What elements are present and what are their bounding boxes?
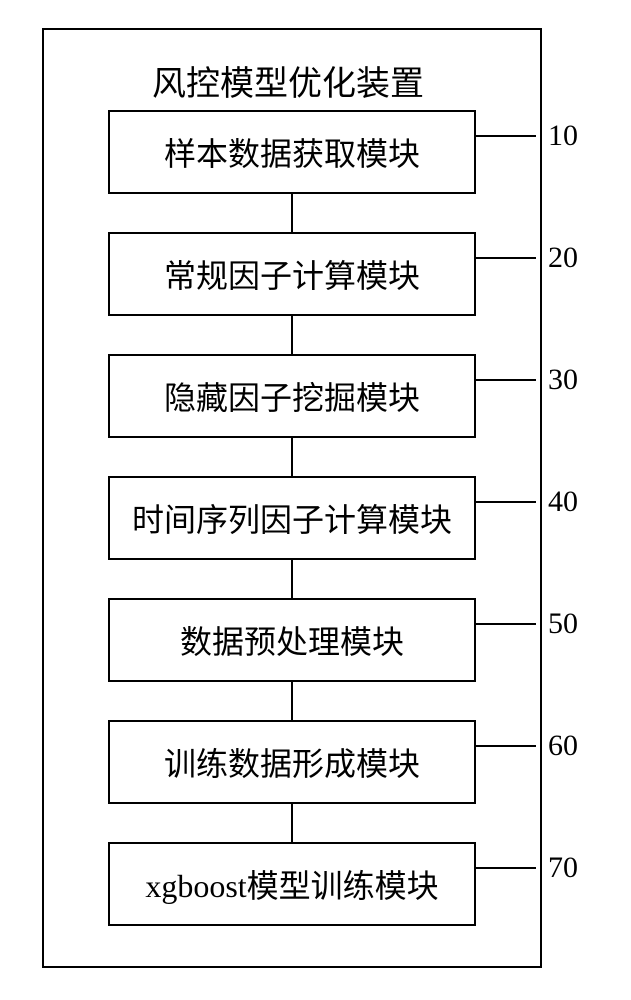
callout-label: 60 xyxy=(548,729,578,763)
module-label: 训练数据形成模块 xyxy=(164,739,420,785)
callout-label: 50 xyxy=(548,607,578,641)
callout-line xyxy=(476,257,536,259)
callout-label: 10 xyxy=(548,119,578,153)
callout-line xyxy=(476,623,536,625)
connector-line xyxy=(291,682,293,720)
diagram-title: 风控模型优化装置 xyxy=(152,56,424,105)
connector-line xyxy=(291,316,293,354)
callout-line xyxy=(476,501,536,503)
module-label: 常规因子计算模块 xyxy=(164,251,420,297)
callout-label: 30 xyxy=(548,363,578,397)
module-label: 样本数据获取模块 xyxy=(164,129,420,175)
module-box: 样本数据获取模块 xyxy=(108,110,476,194)
callout-label: 20 xyxy=(548,241,578,275)
module-box: 数据预处理模块 xyxy=(108,598,476,682)
module-label: xgboost模型训练模块 xyxy=(145,861,438,907)
module-box: 隐藏因子挖掘模块 xyxy=(108,354,476,438)
module-label: 时间序列因子计算模块 xyxy=(132,495,452,541)
connector-line xyxy=(291,194,293,232)
connector-line xyxy=(291,804,293,842)
connector-line xyxy=(291,438,293,476)
module-box: 常规因子计算模块 xyxy=(108,232,476,316)
callout-line xyxy=(476,867,536,869)
connector-line xyxy=(291,560,293,598)
callout-line xyxy=(476,379,536,381)
module-box: 时间序列因子计算模块 xyxy=(108,476,476,560)
callout-label: 40 xyxy=(548,485,578,519)
module-label: 隐藏因子挖掘模块 xyxy=(164,373,420,419)
module-box: xgboost模型训练模块 xyxy=(108,842,476,926)
module-label: 数据预处理模块 xyxy=(180,617,404,663)
callout-line xyxy=(476,745,536,747)
callout-label: 70 xyxy=(548,851,578,885)
callout-line xyxy=(476,135,536,137)
module-box: 训练数据形成模块 xyxy=(108,720,476,804)
